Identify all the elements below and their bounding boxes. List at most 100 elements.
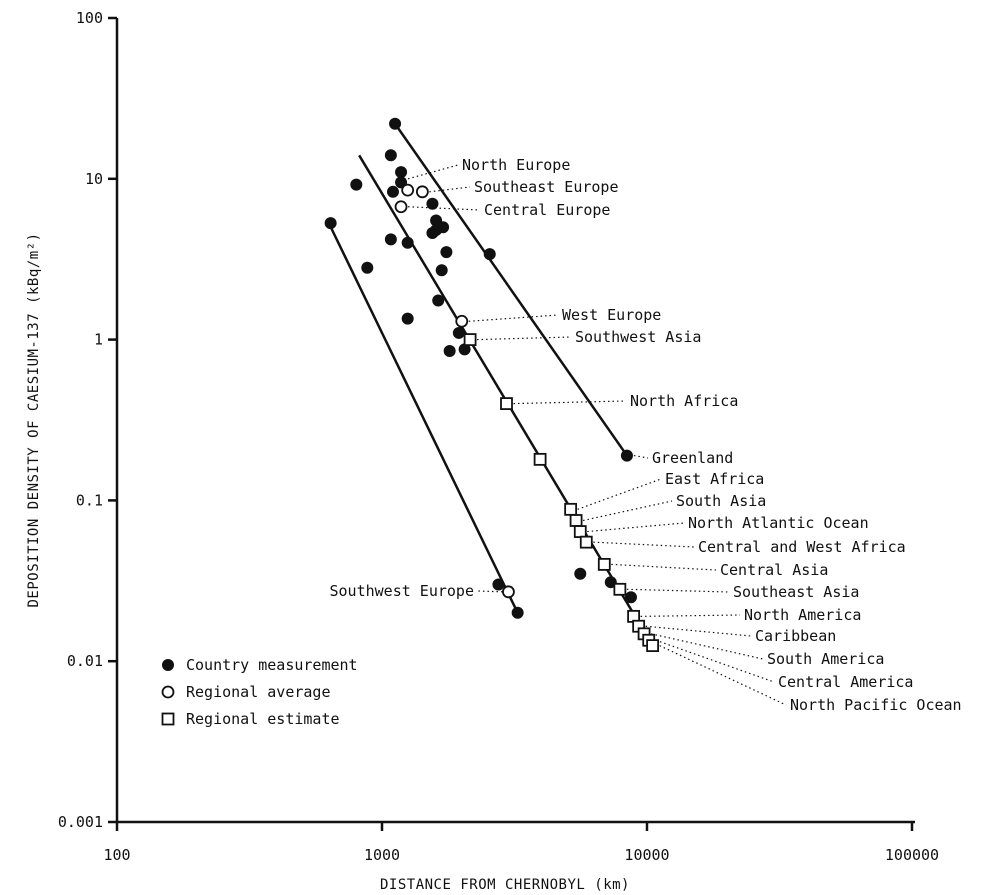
legend: Country measurement Regional average Regio… xyxy=(161,656,358,728)
filled-circle-point xyxy=(458,343,471,356)
region-label: Central Asia xyxy=(720,561,828,579)
leader-line xyxy=(633,454,649,459)
ticks: 100 1000 10000 100000 100 10 1 0.1 0.01 0.001 xyxy=(58,9,939,864)
legend-label: Regional average xyxy=(186,683,331,701)
region-label: West Europe xyxy=(562,306,661,324)
leader-line xyxy=(640,614,741,617)
region-label: Central America xyxy=(778,673,913,691)
y-tick-label: 10 xyxy=(85,170,103,188)
leader-line xyxy=(593,541,695,548)
filled-circle-point xyxy=(483,248,496,261)
y-tick-label: 0.1 xyxy=(76,491,103,509)
leader-line xyxy=(655,639,775,683)
fit-line xyxy=(327,222,519,614)
x-axis-title: DISTANCE FROM CHERNOBYL (km) xyxy=(380,877,630,893)
filled-circle-point xyxy=(384,233,397,246)
leader-line xyxy=(468,314,559,322)
open-square-point xyxy=(579,535,593,549)
legend-marker xyxy=(161,712,175,726)
filled-circle-point xyxy=(384,149,397,162)
filled-circle-point xyxy=(443,344,456,357)
filled-circle-point xyxy=(401,236,414,249)
region-label: South Asia xyxy=(676,492,766,510)
filled-circle-point xyxy=(620,449,633,462)
filled-circle-point xyxy=(492,578,505,591)
y-tick-label: 1 xyxy=(94,331,103,349)
open-circle-point xyxy=(415,185,429,199)
leader-line xyxy=(659,645,787,706)
open-circle-point xyxy=(502,585,515,599)
filled-circle-point xyxy=(426,197,439,210)
filled-circle-point xyxy=(324,217,337,230)
x-tick-label: 100 xyxy=(103,846,130,864)
open-square-point xyxy=(500,397,513,410)
region-label: Southeast Europe xyxy=(474,178,619,196)
region-label: Southwest Asia xyxy=(575,328,701,346)
x-tick-label: 1000 xyxy=(364,846,400,864)
open-square-point xyxy=(613,582,627,596)
leader-line xyxy=(611,563,717,571)
region-label: North Atlantic Ocean xyxy=(688,514,869,532)
open-circle-point xyxy=(455,314,469,328)
filled-circle-point xyxy=(350,178,363,191)
y-axis-title: DEPOSITION DENSITY OF CAESIUM-137 (kBq/m… xyxy=(26,232,42,607)
region-label: Southwest Europe xyxy=(330,582,475,600)
legend-label: Country measurement xyxy=(186,656,358,674)
leader-line xyxy=(477,336,572,341)
leader-line xyxy=(626,588,730,593)
leader-line xyxy=(577,478,662,510)
filled-circle-point xyxy=(430,224,443,237)
filled-circle-point xyxy=(624,591,637,604)
open-square-point xyxy=(646,639,660,653)
y-tick-label: 0.01 xyxy=(67,652,103,670)
open-square-point xyxy=(569,514,583,527)
axes xyxy=(115,18,915,824)
y-tick-label: 100 xyxy=(76,9,103,27)
leader-line xyxy=(429,186,471,193)
open-square-point xyxy=(573,525,587,538)
region-label: Caribbean xyxy=(755,627,836,645)
filled-circle-point xyxy=(432,294,445,307)
leader-line xyxy=(582,500,673,522)
legend-marker xyxy=(161,685,175,699)
legend-label: Regional estimate xyxy=(186,710,340,728)
open-circle-point xyxy=(394,200,408,214)
region-label: North America xyxy=(744,606,861,624)
filled-circle-point xyxy=(389,117,402,130)
fit-line xyxy=(394,123,628,457)
leader-line xyxy=(513,400,627,405)
filled-circle-point xyxy=(440,246,453,259)
data-points xyxy=(324,117,660,653)
leader-line xyxy=(408,206,481,211)
filled-circle-point xyxy=(401,312,414,325)
filled-circle-point xyxy=(574,567,587,580)
x-tick-label: 10000 xyxy=(624,846,669,864)
open-square-point xyxy=(533,452,547,466)
x-tick-label: 100000 xyxy=(885,846,939,864)
region-label: Southeast Asia xyxy=(733,583,859,601)
leader-line xyxy=(645,625,752,637)
region-label: North Pacific Ocean xyxy=(790,696,962,714)
filled-circle-point xyxy=(361,261,374,274)
region-label: Central and West Africa xyxy=(698,538,906,556)
filled-circle-point xyxy=(511,606,524,619)
leader-line xyxy=(477,590,503,593)
filled-circle-point xyxy=(386,185,399,198)
filled-circle-point xyxy=(395,166,408,179)
region-label: North Europe xyxy=(462,156,570,174)
leader-line xyxy=(587,522,685,533)
filled-circle-point xyxy=(435,264,448,277)
legend-marker xyxy=(162,659,174,671)
leader-lines xyxy=(407,164,787,706)
y-tick-label: 0.001 xyxy=(58,813,103,831)
region-label: North Africa xyxy=(630,392,738,410)
leader-line xyxy=(650,633,764,660)
filled-circle-point xyxy=(452,326,465,339)
region-label: Central Europe xyxy=(484,201,610,219)
open-square-point xyxy=(463,333,477,347)
open-circle-point xyxy=(401,183,415,197)
region-label: East Africa xyxy=(665,470,764,488)
open-square-point xyxy=(564,502,578,516)
region-label: South America xyxy=(767,650,884,668)
